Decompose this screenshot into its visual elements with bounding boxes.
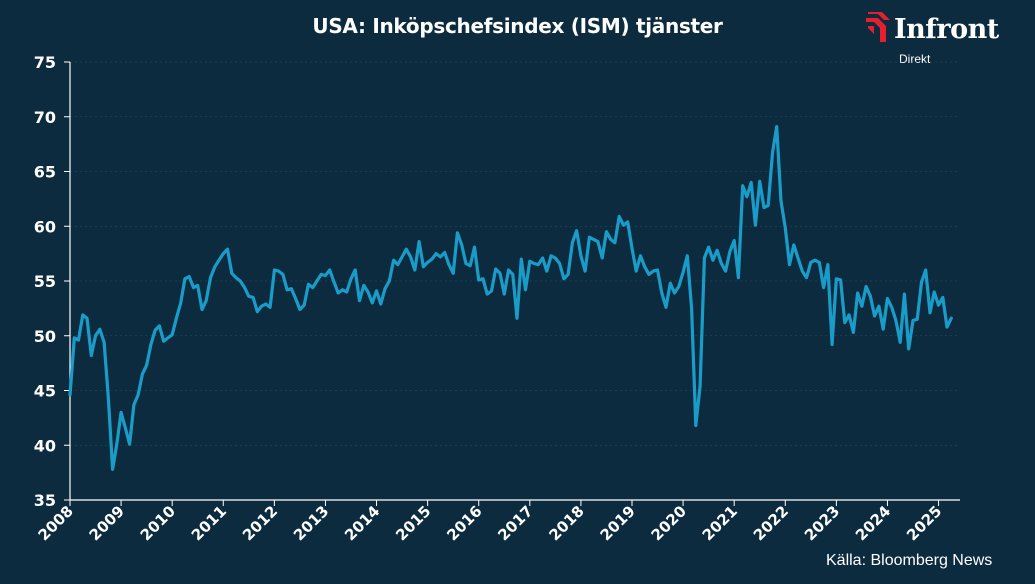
logo-wordmark: Infront — [894, 14, 999, 45]
chart-title: USA: Inköpschefsindex (ISM) tjänster — [312, 14, 723, 38]
y-tick-label: 60 — [34, 217, 56, 236]
x-tick-label: 2013 — [290, 502, 332, 544]
x-tick-label: 2012 — [239, 502, 281, 544]
infront-mark-icon — [866, 12, 890, 42]
x-tick-label: 2021 — [699, 502, 741, 544]
x-axis-ticks: 2008 2009 2010 2011 2012 2013 2014 2015 2016 2017… — [35, 500, 945, 544]
y-tick-label: 45 — [34, 382, 56, 401]
x-tick-label: 2018 — [545, 502, 587, 544]
y-tick-label: 65 — [34, 163, 56, 182]
x-tick-label: 2020 — [648, 502, 690, 544]
y-tick-label: 55 — [34, 272, 56, 291]
gridlines — [70, 61, 960, 446]
x-tick-label: 2014 — [341, 502, 383, 544]
x-tick-label: 2011 — [188, 502, 230, 544]
y-tick-label: 35 — [34, 491, 56, 510]
source-note: Källa: Bloomberg News — [826, 552, 993, 569]
y-tick-label: 70 — [34, 108, 56, 127]
x-tick-label: 2009 — [86, 502, 128, 544]
infront-logo: Infront Direkt — [866, 10, 1026, 70]
y-tick-label: 40 — [34, 436, 56, 455]
y-tick-label: 50 — [34, 327, 56, 346]
logo-subtitle: Direkt — [899, 52, 931, 66]
x-tick-label: 2023 — [801, 502, 843, 544]
y-tick-label: 75 — [34, 53, 56, 72]
x-tick-label: 2022 — [750, 502, 792, 544]
y-axis-ticks: 35 40 45 50 55 60 65 70 75 — [34, 53, 70, 510]
x-tick-label: 2024 — [852, 502, 894, 544]
x-tick-label: 2019 — [597, 502, 639, 544]
x-tick-label: 2017 — [494, 502, 536, 544]
x-tick-label: 2010 — [137, 502, 179, 544]
x-tick-label: 2015 — [392, 502, 434, 544]
series-line — [68, 125, 953, 471]
x-tick-label: 2016 — [443, 502, 485, 544]
x-tick-label: 2025 — [903, 502, 945, 544]
